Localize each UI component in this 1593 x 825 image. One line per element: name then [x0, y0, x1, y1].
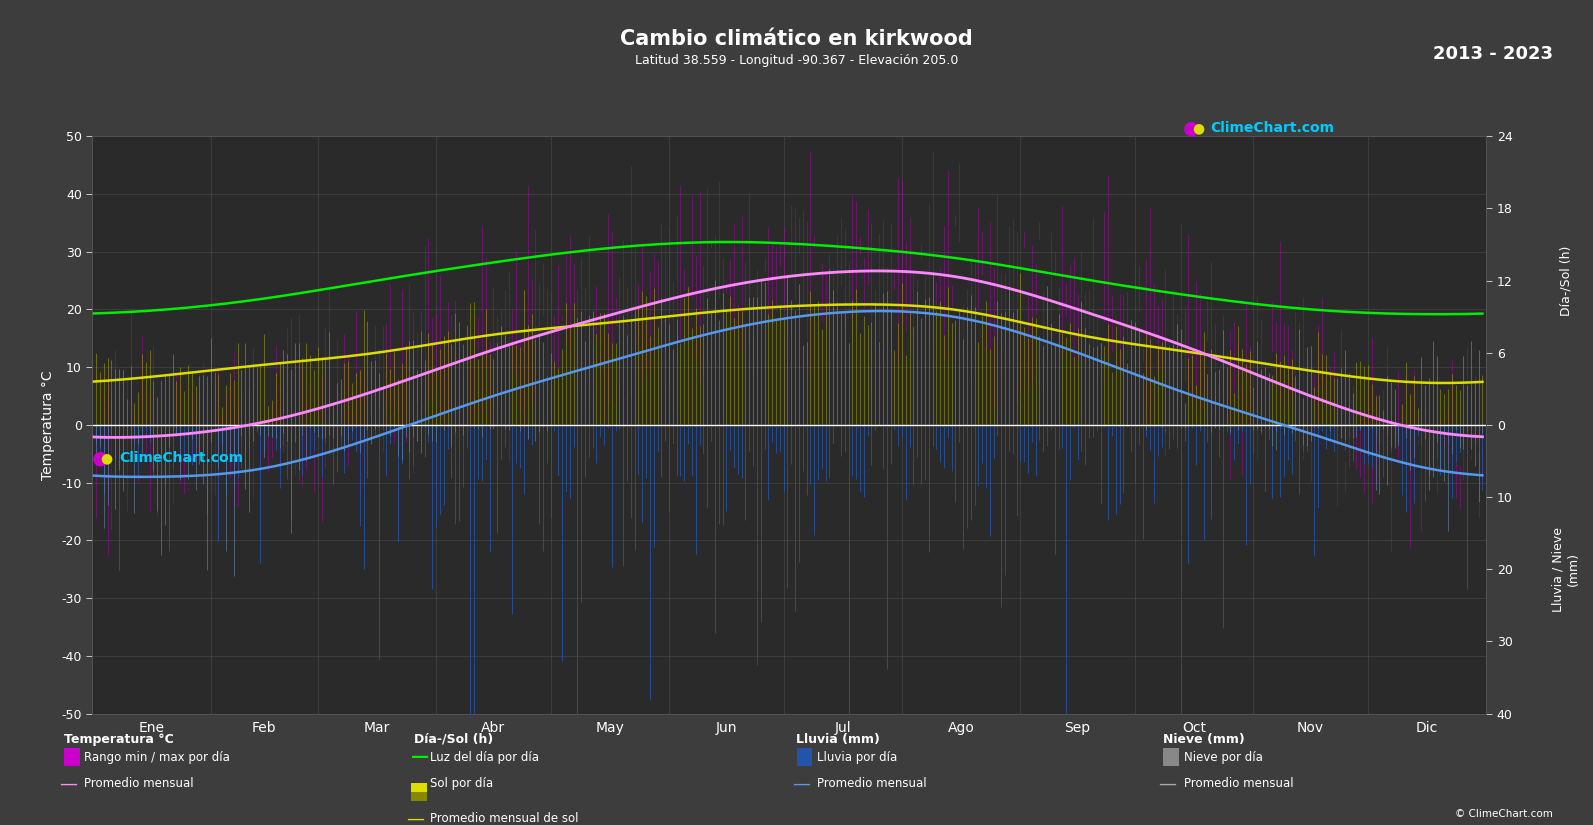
- Text: —: —: [1158, 775, 1176, 793]
- Text: Luz del día por día: Luz del día por día: [430, 751, 538, 764]
- Text: Rango min / max por día: Rango min / max por día: [84, 751, 231, 764]
- Text: ●: ●: [1192, 121, 1204, 134]
- Text: Latitud 38.559 - Longitud -90.367 - Elevación 205.0: Latitud 38.559 - Longitud -90.367 - Elev…: [636, 54, 957, 67]
- Text: —: —: [792, 775, 809, 793]
- Text: ClimeChart.com: ClimeChart.com: [1211, 121, 1335, 134]
- Text: Promedio mensual de sol: Promedio mensual de sol: [430, 812, 578, 825]
- Text: ●: ●: [100, 451, 113, 464]
- Y-axis label: Temperatura °C: Temperatura °C: [40, 370, 54, 479]
- Text: ●: ●: [92, 448, 108, 468]
- Text: —: —: [59, 775, 76, 793]
- Text: Sol por día: Sol por día: [430, 777, 494, 790]
- Text: Promedio mensual: Promedio mensual: [84, 777, 194, 790]
- Text: 2013 - 2023: 2013 - 2023: [1434, 45, 1553, 64]
- Text: Día-/Sol (h): Día-/Sol (h): [1560, 245, 1572, 316]
- Text: Nieve por día: Nieve por día: [1184, 751, 1263, 764]
- Text: © ClimeChart.com: © ClimeChart.com: [1456, 808, 1553, 818]
- Text: ●: ●: [1184, 118, 1200, 138]
- Text: Lluvia por día: Lluvia por día: [817, 751, 897, 764]
- Text: Día-/Sol (h): Día-/Sol (h): [414, 733, 494, 746]
- Text: ClimeChart.com: ClimeChart.com: [119, 451, 244, 464]
- Text: Temperatura °C: Temperatura °C: [64, 733, 174, 746]
- Text: Promedio mensual: Promedio mensual: [817, 777, 927, 790]
- Text: Promedio mensual: Promedio mensual: [1184, 777, 1294, 790]
- Text: Lluvia (mm): Lluvia (mm): [796, 733, 881, 746]
- Text: Nieve (mm): Nieve (mm): [1163, 733, 1244, 746]
- Text: —: —: [406, 809, 424, 825]
- Text: Cambio climático en kirkwood: Cambio climático en kirkwood: [620, 29, 973, 49]
- Text: Lluvia / Nieve
(mm): Lluvia / Nieve (mm): [1552, 526, 1580, 612]
- Text: —: —: [411, 748, 429, 766]
